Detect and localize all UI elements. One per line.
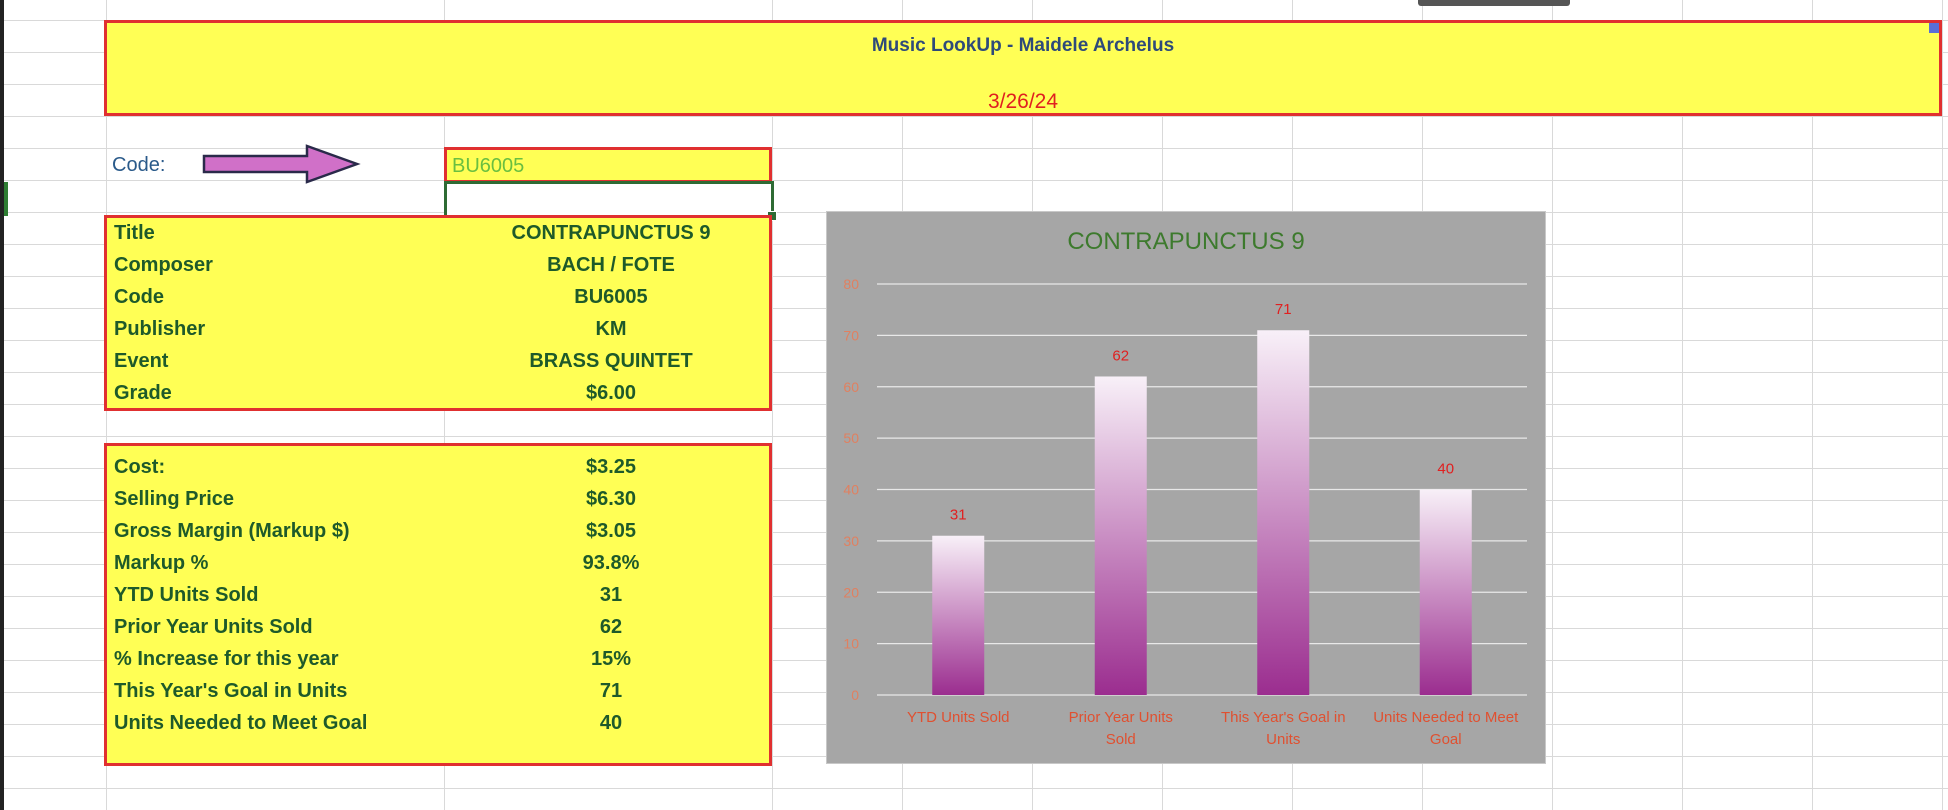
data-label: 31: [950, 507, 967, 524]
bar[interactable]: [1257, 330, 1310, 695]
row-value: $6.30: [585, 488, 637, 510]
y-tick-label: 80: [843, 276, 859, 292]
bar[interactable]: [932, 535, 985, 695]
header-banner: Music LookUp - Maidele Archelus 3/26/24: [104, 20, 1942, 116]
y-tick-label: 70: [843, 327, 859, 343]
y-tick-label: 10: [843, 636, 859, 652]
row-label: Composer: [114, 254, 213, 276]
row-value: $3.05: [585, 520, 637, 542]
metric-row[interactable]: Selling Price $6.30: [107, 484, 769, 514]
header-title: Music LookUp - Maidele Archelus: [871, 35, 1175, 56]
info-row[interactable]: Title CONTRAPUNCTUS 9: [107, 218, 769, 248]
code-label: Code:: [112, 154, 166, 176]
chart-title: CONTRAPUNCTUS 9: [1067, 228, 1305, 255]
category-label: YTD Units Sold: [907, 709, 1010, 726]
info-row[interactable]: Code BU6005: [107, 282, 769, 312]
category-label: Units Needed to Meet Goal: [1373, 709, 1519, 748]
bar[interactable]: [1419, 489, 1472, 696]
info-row[interactable]: Composer BACH / FOTE: [107, 250, 769, 280]
category-label: Prior Year Units Sold: [1069, 709, 1173, 748]
row-label: Selling Price: [114, 488, 235, 510]
info-row[interactable]: Grade $6.00: [107, 378, 769, 408]
row-label: Event: [114, 350, 169, 372]
y-tick-label: 20: [843, 584, 859, 600]
row-value: 15%: [590, 648, 632, 670]
row-value: BU6005: [574, 286, 648, 308]
row-label: Prior Year Units Sold: [114, 616, 313, 638]
right-arrow-icon: [202, 144, 361, 184]
header-date: 3/26/24: [987, 90, 1059, 113]
row-value: 62: [599, 616, 623, 638]
row-value: CONTRAPUNCTUS 9: [511, 222, 711, 244]
y-tick-label: 50: [843, 430, 859, 446]
row-label: Code: [114, 286, 164, 308]
info-row[interactable]: Publisher KM: [107, 314, 769, 344]
row-label: Grade: [114, 382, 172, 404]
metric-row[interactable]: Units Needed to Meet Goal 40: [107, 708, 769, 738]
row-label: Cost:: [114, 456, 166, 478]
row-value: $6.00: [585, 382, 637, 404]
window-edge: [0, 0, 4, 810]
y-tick-label: 40: [843, 482, 859, 498]
sales-chart[interactable]: CONTRAPUNCTUS 9 0 10 20 30 40 50 60 70 80 31 YTD U…: [826, 211, 1546, 764]
data-label: 40: [1437, 461, 1454, 478]
y-tick-label: 0: [851, 687, 859, 703]
comment-indicator[interactable]: [1929, 23, 1939, 33]
row-value: $3.25: [585, 456, 637, 478]
code-input-cell[interactable]: BU6005: [444, 147, 772, 183]
metric-row[interactable]: YTD Units Sold 31: [107, 580, 769, 610]
row-label: % Increase for this year: [114, 648, 339, 670]
row-value: KM: [595, 318, 627, 340]
data-label: 71: [1275, 301, 1292, 318]
metric-row[interactable]: This Year's Goal in Units 71: [107, 676, 769, 706]
row-label: Gross Margin (Markup $): [114, 520, 350, 542]
song-info-table: Title CONTRAPUNCTUS 9 Composer BACH / FOTE C…: [104, 215, 772, 411]
metric-row[interactable]: Prior Year Units Sold 62: [107, 612, 769, 642]
metric-row[interactable]: Cost: $3.25: [107, 452, 769, 482]
row-label: Markup %: [114, 552, 209, 574]
row-label: Title: [114, 222, 155, 244]
row-label: YTD Units Sold: [114, 584, 259, 606]
metric-row[interactable]: Gross Margin (Markup $) $3.05: [107, 516, 769, 546]
floating-toolbar-tab[interactable]: [1418, 0, 1570, 6]
y-tick-label: 60: [843, 379, 859, 395]
row-value: 71: [599, 680, 623, 702]
row-value: 93.8%: [582, 552, 640, 574]
selected-cell[interactable]: [444, 181, 777, 221]
category-label: This Year's Goal in Units: [1221, 709, 1346, 748]
row-value: BRASS QUINTET: [529, 350, 693, 372]
y-tick-label: 30: [843, 533, 859, 549]
metric-row[interactable]: Markup % 93.8%: [107, 548, 769, 578]
bar[interactable]: [1094, 376, 1147, 695]
data-label: 62: [1112, 347, 1129, 364]
row-label: Units Needed to Meet Goal: [114, 712, 368, 734]
metric-row[interactable]: % Increase for this year 15%: [107, 644, 769, 674]
row-value: 31: [599, 584, 623, 606]
code-input-value: BU6005: [452, 155, 525, 177]
row-value: 40: [599, 712, 623, 734]
row-label: Publisher: [114, 318, 206, 340]
sales-metrics-table: Cost: $3.25 Selling Price $6.30 Gross Margin…: [104, 443, 772, 766]
chart-plot: 0 10 20 30 40 50 60 70 80 31 YTD Units Sold 62 Prior…: [843, 276, 1527, 748]
row-label: This Year's Goal in Units: [114, 680, 348, 702]
active-row-indicator: [4, 182, 8, 216]
row-value: BACH / FOTE: [547, 254, 675, 276]
info-row[interactable]: Event BRASS QUINTET: [107, 346, 769, 376]
